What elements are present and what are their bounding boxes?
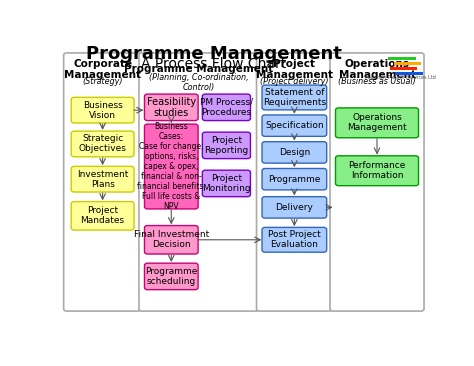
Text: Programme Management: Programme Management [86,45,341,63]
FancyBboxPatch shape [71,167,134,192]
FancyBboxPatch shape [330,53,424,311]
Text: Statement of
Requirements: Statement of Requirements [263,88,326,107]
FancyBboxPatch shape [202,94,250,120]
Text: (Business as Usual): (Business as Usual) [338,76,416,86]
Text: (Project delivery): (Project delivery) [260,76,328,86]
FancyBboxPatch shape [336,156,419,186]
Text: Delivery: Delivery [275,203,313,212]
Text: Specification: Specification [265,121,324,130]
Bar [395,72,423,75]
Text: Design: Design [279,148,310,157]
FancyBboxPatch shape [145,263,198,290]
FancyBboxPatch shape [71,97,134,123]
FancyBboxPatch shape [262,197,327,218]
FancyBboxPatch shape [145,225,198,254]
Text: Programme: Programme [268,175,320,184]
Text: (Planning, Co-ordination,
Control): (Planning, Co-ordination, Control) [149,74,249,92]
FancyBboxPatch shape [262,85,327,110]
Text: Strategic
Objectives: Strategic Objectives [79,134,127,153]
FancyBboxPatch shape [71,202,134,230]
Text: A Process Flow Chart: A Process Flow Chart [141,57,286,71]
Text: (Strategy): (Strategy) [82,78,123,86]
FancyBboxPatch shape [262,142,327,163]
Text: Feasibility
studies: Feasibility studies [147,97,196,118]
FancyBboxPatch shape [262,115,327,137]
FancyBboxPatch shape [145,94,198,120]
Text: Project
Mandates: Project Mandates [81,206,125,225]
Bar [388,57,416,60]
Text: Project
Reporting: Project Reporting [204,136,248,155]
Bar [390,67,418,70]
Text: Project
Monitoring: Project Monitoring [202,174,251,193]
Text: Operations
Management: Operations Management [338,59,416,80]
Text: Programme Management: Programme Management [124,64,273,74]
FancyBboxPatch shape [202,132,250,158]
Text: Performance
Information: Performance Information [348,161,406,180]
FancyBboxPatch shape [256,53,332,311]
Text: Operations
Management: Operations Management [347,113,407,132]
Text: Investment
Plans: Investment Plans [77,170,128,189]
FancyBboxPatch shape [139,53,259,311]
FancyBboxPatch shape [202,170,250,197]
Text: Business
Vision: Business Vision [83,101,122,120]
FancyBboxPatch shape [336,108,419,138]
Bar [393,62,421,66]
FancyBboxPatch shape [262,227,327,252]
FancyBboxPatch shape [145,124,198,209]
FancyBboxPatch shape [64,53,141,311]
Text: Project
Management: Project Management [256,59,333,80]
FancyBboxPatch shape [71,131,134,157]
Text: Marsden Project Services Ltd: Marsden Project Services Ltd [365,75,437,80]
FancyBboxPatch shape [262,168,327,190]
Text: Post Project
Evaluation: Post Project Evaluation [268,230,321,249]
Text: PM Process/
Procedures: PM Process/ Procedures [200,98,253,117]
Text: Business
Cases:
Case for change;
options, risks,
capex & opex,
financial & non-
: Business Cases: Case for change; options… [137,122,206,211]
Text: Corporate
Management: Corporate Management [64,59,141,80]
Text: Programme
scheduling: Programme scheduling [145,267,198,286]
Text: Final Investment
Decision: Final Investment Decision [134,230,209,249]
